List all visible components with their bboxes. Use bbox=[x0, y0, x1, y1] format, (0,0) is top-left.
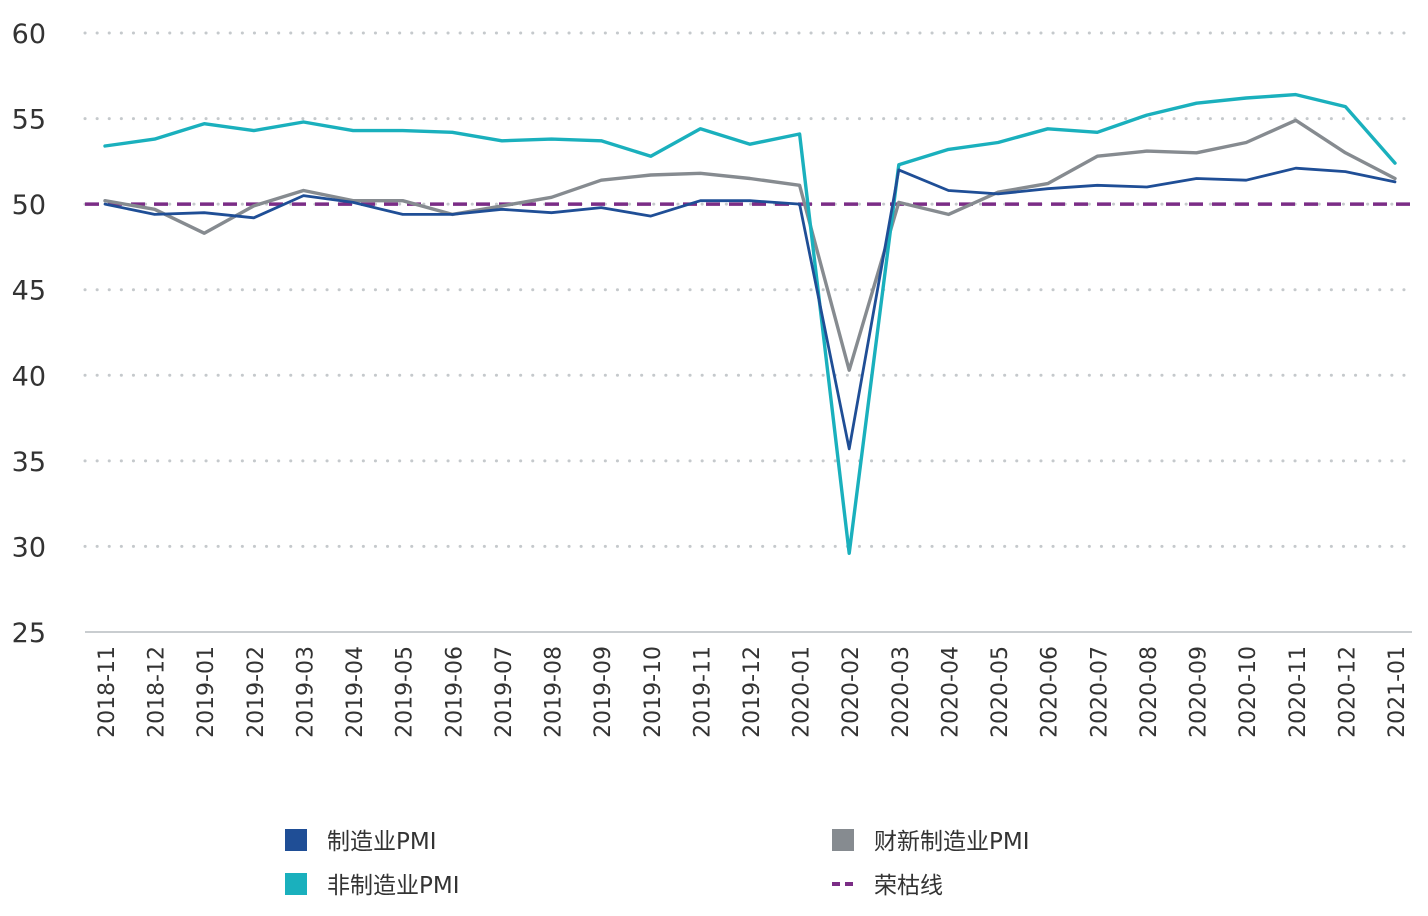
x-tick-label: 2018-12 bbox=[145, 646, 170, 738]
x-tick-label: 2020-01 bbox=[790, 646, 815, 738]
x-tick-label: 2019-02 bbox=[244, 646, 269, 738]
x-tick-label: 2020-09 bbox=[1187, 646, 1212, 738]
series-line-0 bbox=[103, 166, 1397, 451]
legend-label: 荣枯线 bbox=[874, 873, 943, 899]
x-tick-label: 2020-08 bbox=[1137, 646, 1162, 738]
series-lines bbox=[85, 92, 1412, 555]
y-tick-label: 25 bbox=[12, 618, 46, 649]
x-tick-label: 2020-07 bbox=[1087, 646, 1112, 738]
y-tick-label: 55 bbox=[12, 105, 46, 136]
x-tick-label: 2020-03 bbox=[889, 646, 914, 738]
x-tick-label: 2021-01 bbox=[1385, 646, 1410, 738]
x-tick-label: 2019-08 bbox=[542, 646, 567, 738]
legend-item: 非制造业PMI bbox=[285, 873, 460, 899]
legend-label: 制造业PMI bbox=[327, 829, 437, 855]
legend-label: 财新制造业PMI bbox=[874, 829, 1030, 855]
x-tick-label: 2020-05 bbox=[988, 646, 1013, 738]
legend-swatch bbox=[832, 829, 854, 851]
x-tick-label: 2020-10 bbox=[1236, 646, 1261, 738]
legend-swatch bbox=[285, 873, 307, 895]
x-tick-label: 2019-03 bbox=[293, 646, 318, 738]
y-tick-label: 35 bbox=[12, 447, 46, 478]
y-tick-label: 30 bbox=[12, 532, 46, 563]
x-tick-label: 2020-11 bbox=[1286, 646, 1311, 738]
series-line-2 bbox=[103, 118, 1397, 372]
x-tick-label: 2019-11 bbox=[690, 646, 715, 738]
x-tick-label: 2019-01 bbox=[194, 646, 219, 738]
x-tick-label: 2019-09 bbox=[591, 646, 616, 738]
y-tick-label: 45 bbox=[12, 276, 46, 307]
legend-label: 非制造业PMI bbox=[327, 873, 460, 899]
x-tick-label: 2019-05 bbox=[393, 646, 418, 738]
y-axis-ticks: 25 30 35 40 45 50 55 60 bbox=[12, 19, 46, 649]
y-tick-label: 40 bbox=[12, 361, 46, 392]
series-line-1 bbox=[103, 92, 1397, 555]
x-tick-label: 2019-10 bbox=[641, 646, 666, 738]
x-tick-label: 2020-06 bbox=[1038, 646, 1063, 738]
x-tick-label: 2019-04 bbox=[343, 646, 368, 738]
legend-item: 制造业PMI bbox=[285, 829, 437, 855]
x-tick-label: 2020-02 bbox=[839, 646, 864, 738]
x-axis-ticks: 2018-11 2018-12 2019-01 2019-02 2019-03 2019-… bbox=[95, 646, 1410, 738]
x-tick-label: 2019-12 bbox=[740, 646, 765, 738]
gridlines bbox=[83, 31, 1414, 548]
legend-item: 财新制造业PMI bbox=[832, 829, 1030, 855]
y-tick-label: 50 bbox=[12, 190, 46, 221]
legend-item: 荣枯线 bbox=[832, 873, 943, 899]
x-tick-label: 2020-12 bbox=[1335, 646, 1360, 738]
legend-swatch bbox=[285, 829, 307, 851]
legend: 制造业PMI 非制造业PMI 财新制造业PMI 荣枯线 bbox=[285, 829, 1030, 899]
y-tick-label: 60 bbox=[12, 19, 46, 50]
x-tick-label: 2018-11 bbox=[95, 646, 120, 738]
x-tick-label: 2019-06 bbox=[442, 646, 467, 738]
x-tick-label: 2019-07 bbox=[492, 646, 517, 738]
x-tick-label: 2020-04 bbox=[938, 646, 963, 738]
